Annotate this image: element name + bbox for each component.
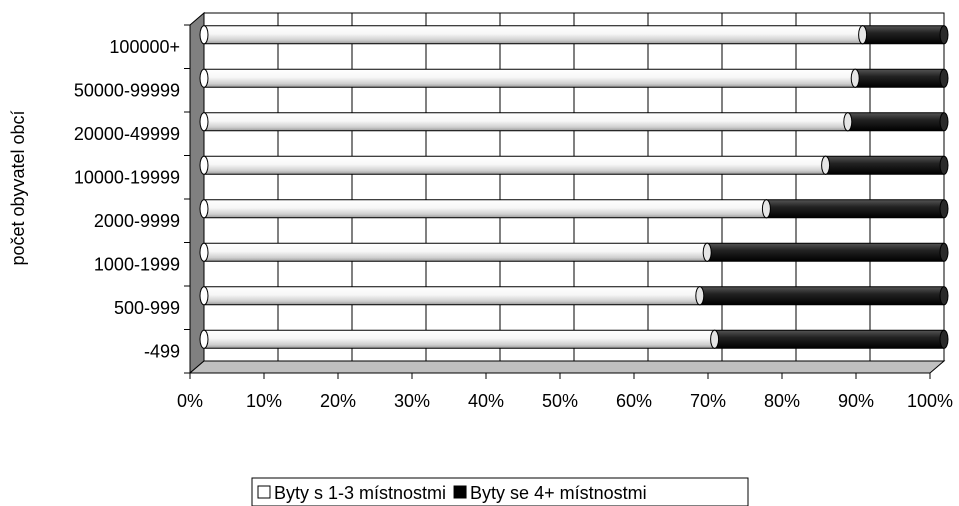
category-label: 50000-99999 xyxy=(74,80,180,100)
plot-area xyxy=(188,11,946,375)
bar-cap xyxy=(199,199,209,219)
category-label: 500-999 xyxy=(114,298,180,318)
bar-cap xyxy=(843,112,853,132)
x-tick-label: 60% xyxy=(616,391,652,411)
x-tick-label: 30% xyxy=(394,391,430,411)
bar-segment-4plus xyxy=(854,68,945,88)
legend-swatch xyxy=(453,485,467,499)
x-tick-label: 20% xyxy=(320,391,356,411)
bar-segment-1-3 xyxy=(203,329,716,349)
bar-segment-1-3 xyxy=(203,242,708,262)
bar-segment-1-3 xyxy=(203,112,849,132)
bar-segment-1-3 xyxy=(203,286,701,306)
bar-segment-4plus xyxy=(825,155,945,175)
legend-box xyxy=(251,477,749,506)
legend-swatch xyxy=(257,485,271,499)
bar-segment-1-3 xyxy=(203,199,767,219)
bar-cap xyxy=(939,68,949,88)
category-label: 2000-9999 xyxy=(94,211,180,231)
bar-cap xyxy=(695,286,705,306)
category-labels: 100000+ 50000-99999 20000-49999 10000-19999… xyxy=(74,37,180,362)
x-tick-label: 0% xyxy=(177,391,203,411)
x-tick-label: 40% xyxy=(468,391,504,411)
bar-cap xyxy=(939,242,949,262)
bar-segment-4plus xyxy=(706,242,945,262)
bar-segment-4plus xyxy=(847,112,945,132)
bar-cap xyxy=(199,242,209,262)
bar-cap xyxy=(199,286,209,306)
legend-label: Byty se 4+ místnostmi xyxy=(470,483,647,503)
x-tick-label: 90% xyxy=(838,391,874,411)
category-label: 10000-19999 xyxy=(74,167,180,187)
category-label: 20000-49999 xyxy=(74,124,180,144)
y-axis-title: počet obyvatel obcí xyxy=(8,110,28,265)
bar-cap xyxy=(939,112,949,132)
legend-label: Byty s 1-3 místnostmi xyxy=(274,483,446,503)
bar-segment-1-3 xyxy=(203,25,864,45)
bar-segment-4plus xyxy=(699,286,945,306)
bar-segment-4plus xyxy=(714,329,945,349)
bar-cap xyxy=(761,199,771,219)
bar-cap xyxy=(702,242,712,262)
legend: Byty s 1-3 místnostmi Byty se 4+ místnost… xyxy=(251,477,749,506)
bar-cap xyxy=(199,112,209,132)
bars xyxy=(199,25,949,349)
category-label: -499 xyxy=(144,341,180,361)
bar-cap xyxy=(939,329,949,349)
category-label: 1000-1999 xyxy=(94,254,180,274)
side-wall xyxy=(189,11,205,375)
bar-cap xyxy=(199,155,209,175)
bar-cap xyxy=(199,25,209,45)
x-tick-label: 100% xyxy=(907,391,953,411)
bar-cap xyxy=(821,155,831,175)
x-tick-label: 70% xyxy=(690,391,726,411)
bar-cap xyxy=(858,25,868,45)
bar-cap xyxy=(710,329,720,349)
axes xyxy=(184,24,931,379)
bar-cap xyxy=(850,68,860,88)
bar-segment-1-3 xyxy=(203,155,827,175)
bar-cap xyxy=(939,155,949,175)
x-tick-label: 10% xyxy=(246,391,282,411)
bar-cap xyxy=(939,25,949,45)
bar-cap xyxy=(199,329,209,349)
bar-cap xyxy=(199,68,209,88)
bar-segment-4plus xyxy=(862,25,945,45)
bar-segment-1-3 xyxy=(203,68,856,88)
bar-cap xyxy=(939,199,949,219)
floor xyxy=(188,360,946,374)
bar-segment-4plus xyxy=(765,199,945,219)
x-tick-label: 50% xyxy=(542,391,578,411)
category-label: 100000+ xyxy=(109,37,180,57)
bar-cap xyxy=(939,286,949,306)
x-tick-label: 80% xyxy=(764,391,800,411)
x-tick-labels: 0% 10% 20% 30% 40% 50% 60% 70% 80% 90% 100% xyxy=(177,391,953,411)
